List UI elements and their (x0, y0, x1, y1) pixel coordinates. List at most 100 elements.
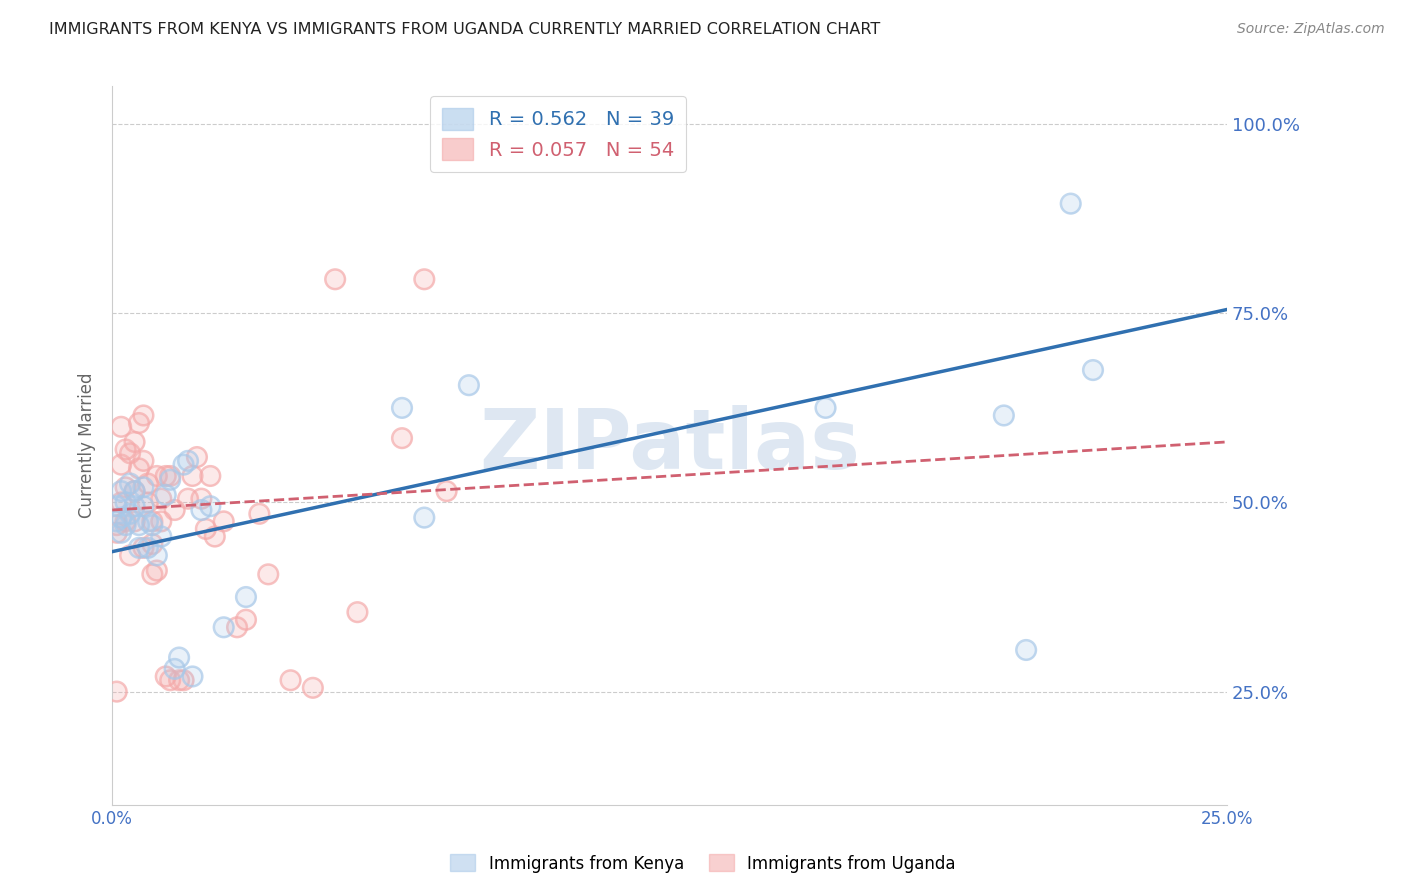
Point (128, 461, 150, 475)
Point (163, 503, 186, 517)
Point (128, 416, 150, 430)
Point (120, 549, 142, 563)
Point (128, 518, 150, 533)
Point (136, 476, 159, 491)
Point (124, 434, 146, 449)
Point (173, 458, 195, 472)
Point (105, 518, 128, 533)
Point (105, 500, 128, 514)
Legend: Immigrants from Kenya, Immigrants from Uganda: Immigrants from Kenya, Immigrants from U… (444, 847, 962, 880)
Point (159, 473, 181, 487)
Point (159, 673, 181, 688)
Point (114, 480, 136, 494)
Point (150, 515, 173, 529)
Point (159, 469, 181, 483)
Point (457, 378, 479, 392)
Point (181, 669, 204, 683)
Point (124, 500, 146, 514)
Point (212, 515, 235, 529)
Point (413, 272, 436, 286)
Point (110, 458, 132, 472)
Point (132, 454, 155, 468)
Point (186, 450, 208, 464)
Point (163, 503, 186, 517)
Point (136, 515, 159, 529)
Point (155, 669, 177, 683)
Point (141, 537, 163, 551)
Point (150, 529, 173, 543)
Point (136, 495, 159, 509)
Point (105, 518, 128, 533)
Point (132, 480, 155, 494)
Point (105, 684, 128, 698)
Point (141, 518, 163, 533)
Point (163, 662, 186, 676)
Point (155, 469, 177, 483)
Point (167, 650, 190, 665)
Text: IMMIGRANTS FROM KENYA VS IMMIGRANTS FROM UGANDA CURRENTLY MARRIED CORRELATION CH: IMMIGRANTS FROM KENYA VS IMMIGRANTS FROM… (49, 22, 880, 37)
Point (155, 469, 177, 483)
Point (141, 515, 163, 529)
Point (114, 515, 136, 529)
Text: ZIPatlas: ZIPatlas (479, 405, 860, 486)
Point (120, 476, 142, 491)
Point (159, 473, 181, 487)
Point (105, 525, 128, 540)
Point (146, 564, 169, 578)
Point (1081, 363, 1104, 377)
Point (150, 491, 173, 506)
Y-axis label: Currently Married: Currently Married (79, 373, 96, 518)
Point (173, 673, 195, 688)
Point (235, 613, 257, 627)
Point (200, 469, 222, 483)
Point (436, 484, 458, 499)
Point (146, 564, 169, 578)
Point (128, 461, 150, 475)
Point (167, 673, 190, 688)
Point (993, 409, 1015, 423)
Point (120, 549, 142, 563)
Point (167, 650, 190, 665)
Point (136, 541, 159, 555)
Point (146, 549, 169, 563)
Point (110, 510, 132, 524)
Point (155, 669, 177, 683)
Point (993, 409, 1015, 423)
Point (280, 673, 302, 688)
Point (391, 401, 413, 415)
Point (141, 518, 163, 533)
Point (200, 469, 222, 483)
Point (323, 272, 346, 286)
Point (136, 541, 159, 555)
Point (110, 419, 132, 434)
Point (413, 510, 436, 524)
Point (212, 620, 235, 634)
Point (124, 434, 146, 449)
Point (141, 567, 163, 582)
Point (1081, 363, 1104, 377)
Point (105, 525, 128, 540)
Point (181, 669, 204, 683)
Point (391, 401, 413, 415)
Point (105, 684, 128, 698)
Point (413, 272, 436, 286)
Point (302, 681, 325, 695)
Point (120, 446, 142, 460)
Point (132, 500, 155, 514)
Point (105, 515, 128, 529)
Point (194, 522, 217, 536)
Point (257, 567, 280, 582)
Point (190, 491, 212, 506)
Point (177, 454, 200, 468)
Point (110, 525, 132, 540)
Point (146, 469, 169, 483)
Point (391, 431, 413, 445)
Point (124, 484, 146, 499)
Point (155, 488, 177, 502)
Point (132, 409, 155, 423)
Point (159, 469, 181, 483)
Point (150, 515, 173, 529)
Point (132, 541, 155, 555)
Point (110, 495, 132, 509)
Point (124, 515, 146, 529)
